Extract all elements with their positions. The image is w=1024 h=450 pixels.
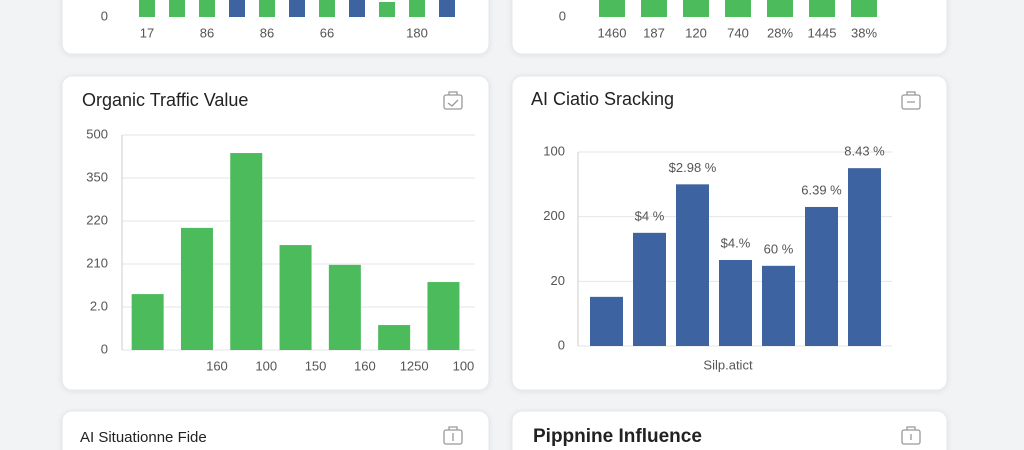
bar xyxy=(641,0,667,17)
y-tick-label: 220 xyxy=(86,212,108,227)
bar xyxy=(139,0,155,17)
x-tick-label: 1460 xyxy=(598,25,627,40)
card-icon[interactable] xyxy=(901,426,921,445)
y-tick-label: 20 xyxy=(551,273,565,288)
y-tick-label: 100 xyxy=(543,143,565,158)
card-title: AI Situationne Fide xyxy=(80,429,207,446)
x-tick-label: 1250 xyxy=(400,358,429,373)
y-tick-label: 200 xyxy=(543,208,565,223)
bar xyxy=(328,264,361,350)
bar xyxy=(259,0,275,17)
bar xyxy=(599,0,625,17)
bar xyxy=(767,0,793,17)
y-tick-label: 2.0 xyxy=(90,298,108,313)
bar xyxy=(762,265,795,346)
y-tick-label: 500 xyxy=(86,126,108,141)
card xyxy=(511,410,948,450)
card xyxy=(61,410,490,450)
bar xyxy=(180,227,213,350)
x-tick-label: 100 xyxy=(255,358,277,373)
x-tick-label: 86 xyxy=(260,25,274,40)
x-tick-label: 17 xyxy=(140,25,154,40)
x-tick-label: 160 xyxy=(354,358,376,373)
bar xyxy=(379,2,395,17)
bar xyxy=(719,259,752,346)
x-tick-label: 86 xyxy=(200,25,214,40)
x-tick-label: 160 xyxy=(206,358,228,373)
bar xyxy=(633,232,666,346)
card-icon[interactable] xyxy=(443,426,463,445)
annotation: 60 % xyxy=(764,241,794,256)
bar xyxy=(349,0,365,17)
bar xyxy=(229,0,245,17)
x-tick-label: 38% xyxy=(851,25,877,40)
bar xyxy=(683,0,709,17)
annotation: $2.98 % xyxy=(669,160,717,175)
y-tick-label: 0 xyxy=(558,337,565,352)
bar xyxy=(725,0,751,17)
bar xyxy=(199,0,215,17)
x-tick-label: 740 xyxy=(727,25,749,40)
card-title: Pippnine Influence xyxy=(533,426,702,447)
card-icon[interactable] xyxy=(443,91,463,110)
bar xyxy=(319,0,335,17)
annotation: $4 % xyxy=(635,208,665,223)
bar xyxy=(848,168,881,346)
bar xyxy=(289,0,305,17)
x-axis-label: Silp.atict xyxy=(703,357,753,372)
icons xyxy=(443,91,921,445)
bar xyxy=(279,245,312,350)
bar xyxy=(676,184,709,346)
x-tick-label: 120 xyxy=(685,25,707,40)
annotation: 8.43 % xyxy=(844,144,885,159)
bar xyxy=(409,0,425,17)
card-title: AI Ciatio Sracking xyxy=(531,89,674,109)
bar xyxy=(439,0,455,17)
bar xyxy=(427,282,460,350)
annotation: $4.% xyxy=(721,235,751,250)
x-tick-label: 180 xyxy=(406,25,428,40)
y-tick-label: 350 xyxy=(86,169,108,184)
x-tick-label: 66 xyxy=(320,25,334,40)
bar xyxy=(590,296,623,346)
x-tick-label: 187 xyxy=(643,25,665,40)
bar xyxy=(169,0,185,17)
annotation: 6.39 % xyxy=(801,182,842,197)
bar xyxy=(378,325,411,350)
card-title: Organic Traffic Value xyxy=(82,90,248,110)
bar xyxy=(809,0,835,17)
bar xyxy=(851,0,877,17)
bar xyxy=(230,153,263,350)
x-tick-label: 100 xyxy=(453,358,475,373)
y-tick-label: 0 xyxy=(559,8,566,23)
card xyxy=(61,75,490,391)
bar xyxy=(805,206,838,346)
y-tick-label: 0 xyxy=(101,8,108,23)
y-tick-label: 0 xyxy=(101,341,108,356)
x-tick-label: 1445 xyxy=(808,25,837,40)
x-tick-label: 28% xyxy=(767,25,793,40)
bar xyxy=(131,294,164,350)
card-icon[interactable] xyxy=(901,91,921,110)
y-tick-label: 210 xyxy=(86,255,108,270)
x-tick-label: 150 xyxy=(305,358,327,373)
